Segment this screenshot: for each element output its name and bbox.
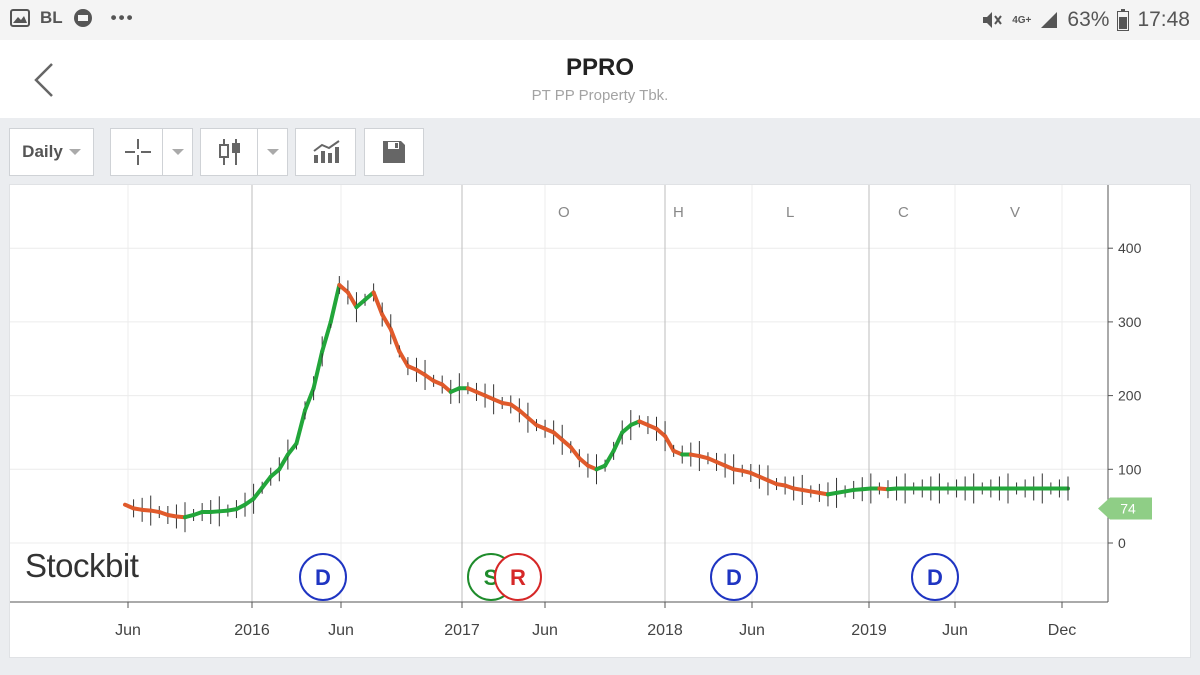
price-segment (294, 408, 308, 446)
x-tick-label: 2019 (851, 622, 887, 639)
event-label: S (484, 565, 499, 590)
event-circle (494, 553, 542, 601)
last-price-badge (1098, 497, 1152, 520)
last-price-label: 74 (1120, 500, 1136, 516)
clock: 17:48 (1137, 8, 1190, 31)
chart-toolbar: Daily (0, 118, 1200, 180)
event-circle (911, 553, 959, 601)
header: PPRO PT PP Property Tbk. (0, 40, 1200, 118)
network-label: 4G+ (1012, 14, 1032, 26)
x-tick-label: Dec (1048, 622, 1076, 639)
stockbit-logo: Stockbit (25, 547, 139, 585)
battery-label: 63% (1067, 8, 1110, 31)
event-marker-d[interactable]: D (911, 553, 959, 601)
x-tick-label: Jun (328, 622, 354, 639)
ohlcv-label: V (1010, 204, 1020, 221)
price-segment (388, 327, 402, 354)
chevron-down-icon (266, 149, 279, 155)
y-tick-label: 0 (1118, 535, 1126, 551)
mute-icon (983, 12, 1003, 28)
more-dots: ••• (110, 8, 135, 27)
candlestick-icon (219, 139, 240, 165)
x-tick-label: Jun (115, 622, 141, 639)
carrier-label: BL (40, 8, 63, 27)
event-marker-r[interactable]: R (494, 553, 542, 601)
x-tick-label: 2017 (444, 622, 480, 639)
chevron-down-icon (68, 149, 81, 155)
ohlcv-label: O (558, 204, 570, 221)
price-segment (345, 290, 359, 310)
signal-icon (1041, 12, 1058, 28)
price-segment (380, 312, 393, 332)
chart-type-button[interactable] (200, 128, 288, 176)
gallery-icon (10, 9, 30, 27)
price-segment (328, 283, 342, 324)
price-chart[interactable]: 0 100 200 300 400 Jun 2016 Jun 2017 Jun 2018 Jun 201… (9, 184, 1191, 658)
crosshair-button[interactable] (110, 128, 193, 176)
chart-canvas[interactable]: 0 100 200 300 400 Jun 2016 Jun 2017 Jun 2018 Jun 201… (10, 185, 1192, 659)
ticker-title: PPRO (565, 54, 634, 81)
timeframe-select[interactable]: Daily (9, 128, 94, 176)
x-tick-label: Jun (942, 622, 968, 639)
x-tick-label: 2016 (234, 622, 270, 639)
x-tick-label: 2018 (647, 622, 683, 639)
event-label: D (315, 565, 331, 590)
logo-text: Stockbit (25, 547, 139, 584)
company-name: PT PP Property Tbk. (531, 87, 669, 104)
crosshair-dropdown[interactable] (162, 129, 192, 175)
price-segment (285, 441, 299, 457)
price-segment (663, 434, 676, 453)
indicator-chart-icon (312, 140, 340, 163)
price-segment (320, 319, 333, 354)
ohlcv-label: C (898, 204, 909, 221)
price-segment (603, 448, 616, 468)
price-segment (260, 474, 273, 490)
timeframe-label: Daily (22, 142, 63, 161)
price-segment (397, 349, 410, 369)
event-circle (299, 553, 347, 601)
x-tick-label: Jun (532, 622, 558, 639)
chart-type-dropdown[interactable] (257, 129, 287, 175)
floppy-disk-icon (383, 141, 405, 163)
y-tick-label: 400 (1118, 240, 1142, 256)
status-bar: BL ••• 4G+ 63% 17:48 (0, 0, 1200, 40)
message-icon (73, 9, 92, 27)
y-tick-label: 100 (1118, 461, 1142, 477)
event-label: D (927, 565, 943, 590)
price-segment (371, 290, 385, 317)
event-label: R (510, 565, 526, 590)
price-segment (311, 349, 325, 391)
event-marker-d[interactable]: D (299, 553, 347, 601)
ohlcv-label: L (786, 204, 794, 221)
price-segment (251, 485, 265, 501)
chevron-left-icon (34, 63, 53, 97)
event-circle (710, 553, 758, 601)
chevron-down-icon (171, 149, 184, 155)
indicator-button[interactable] (295, 128, 356, 176)
price-segment (303, 386, 316, 413)
price-segment (568, 445, 582, 461)
save-button[interactable] (364, 128, 424, 176)
price-segment (611, 430, 625, 453)
ohlcv-label: H (673, 204, 684, 221)
battery-icon (1117, 9, 1130, 31)
crosshair-icon (125, 139, 151, 165)
x-tick-label: Jun (739, 622, 765, 639)
price-segment (277, 452, 290, 472)
event-label: D (726, 565, 742, 590)
back-button[interactable] (26, 58, 66, 102)
y-tick-label: 200 (1118, 388, 1142, 404)
event-marker-d[interactable]: D (710, 553, 758, 601)
y-tick-label: 300 (1118, 314, 1142, 330)
